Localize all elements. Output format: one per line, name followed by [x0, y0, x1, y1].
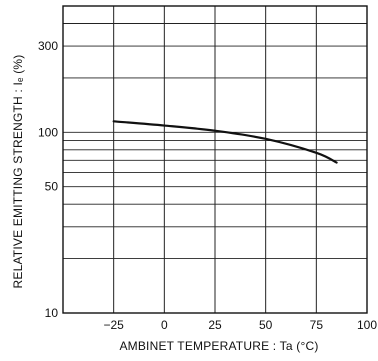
- x-tick-label: 75: [310, 318, 324, 332]
- x-tick-label: 50: [259, 318, 273, 332]
- x-tick-label: 0: [161, 318, 168, 332]
- y-tick-label: 100: [38, 125, 58, 139]
- y-axis-label: RELATIVE EMITTING STRENGTH : Iₑ (%): [11, 55, 25, 289]
- plot-frame: [62, 5, 368, 314]
- x-tick-labels: −25 0 25 50 75 100: [103, 318, 377, 332]
- y-tick-label: 50: [45, 180, 59, 194]
- series-line-0: [112, 120, 338, 164]
- grid: [63, 6, 367, 313]
- x-tick-label: −25: [103, 318, 124, 332]
- x-tick-label: 100: [357, 318, 377, 332]
- series-group: [112, 120, 338, 164]
- x-tick-label: 25: [208, 318, 222, 332]
- y-tick-label: 10: [45, 306, 59, 320]
- y-tick-labels: 10 50 100 300: [38, 39, 58, 320]
- x-axis-label: AMBINET TEMPERATURE : Ta (°C): [119, 339, 318, 353]
- y-tick-label: 300: [38, 39, 58, 53]
